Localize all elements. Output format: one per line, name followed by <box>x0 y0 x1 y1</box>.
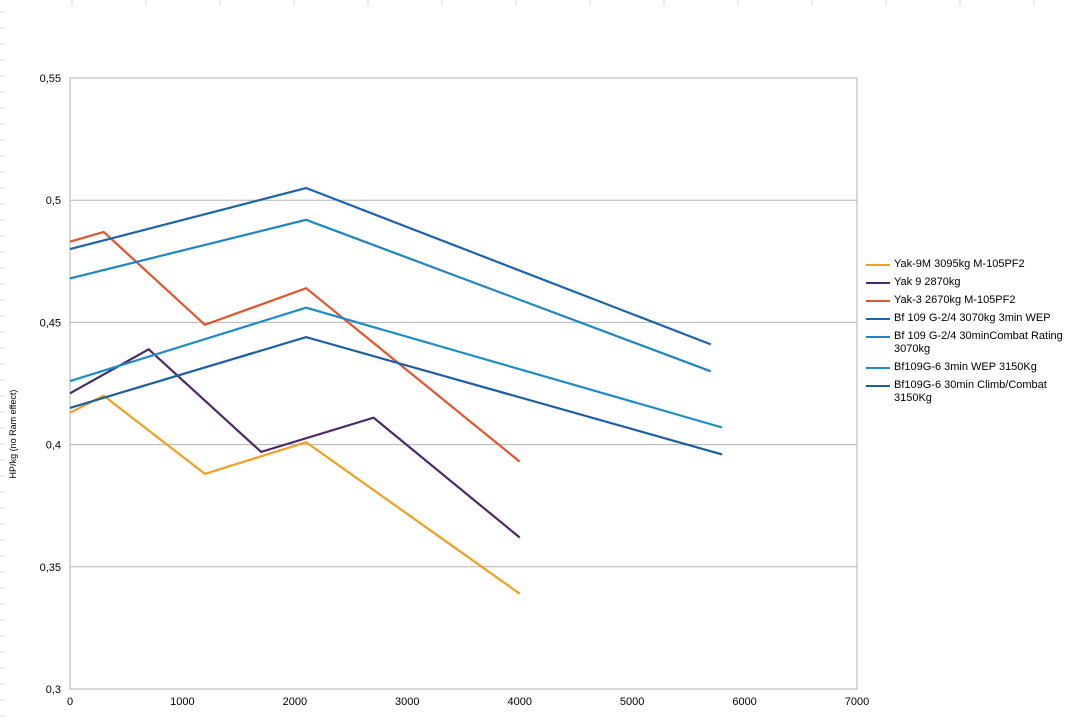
x-axis-tick-labels: 0 1000 2000 3000 4000 5000 6000 7000 <box>67 696 869 708</box>
plot-area-frame <box>69 77 858 690</box>
y-tick-label: 0,35 <box>40 562 61 574</box>
series-line-5 <box>69 218 712 373</box>
legend-item: Bf 109 G-2/4 3070kg 3min WEP <box>866 312 1071 325</box>
series-layer <box>69 186 723 595</box>
x-tick-label: 2000 <box>283 696 307 708</box>
x-tick-label: 1000 <box>170 696 194 708</box>
legend-label: Bf 109 G-2/4 30minCombat Rating 3070kg <box>894 330 1063 355</box>
series-line-4 <box>69 186 712 346</box>
legend-swatch <box>866 300 890 302</box>
legend-swatch <box>866 385 890 387</box>
y-axis-title: HP/kg (no Ram effect) <box>8 390 18 479</box>
series-line-3 <box>69 230 521 463</box>
legend-label: Bf 109 G-2/4 3070kg 3min WEP <box>894 312 1051 324</box>
legend-label: Yak-9M 3095kg M-105PF2 <box>894 258 1025 270</box>
legend-swatch <box>866 282 890 284</box>
legend-swatch <box>866 367 890 369</box>
y-tick-label: 0,3 <box>46 684 61 696</box>
x-tick-label: 5000 <box>620 696 644 708</box>
chart-legend: Yak-9M 3095kg M-105PF2 Yak 9 2870kg Yak-3 … <box>866 258 1071 410</box>
legend-item: Bf109G-6 3min WEP 3150Kg <box>866 361 1071 374</box>
legend-item: Yak 9 2870kg <box>866 276 1071 289</box>
legend-item: Bf109G-6 30min Climb/Combat 3150Kg <box>866 379 1071 405</box>
y-tick-label: 0,4 <box>46 440 61 452</box>
legend-item: Yak-9M 3095kg M-105PF2 <box>866 258 1071 271</box>
series-line-1 <box>69 394 521 595</box>
x-tick-label: 6000 <box>732 696 756 708</box>
series-line-7 <box>69 335 723 456</box>
horizontal-gridlines <box>70 77 857 690</box>
legend-label: Bf109G-6 3min WEP 3150Kg <box>894 361 1037 373</box>
legend-label: Yak 9 2870kg <box>894 276 961 288</box>
x-tick-label: 7000 <box>845 696 869 708</box>
x-tick-label: 3000 <box>395 696 419 708</box>
legend-swatch <box>866 336 890 338</box>
legend-swatch <box>866 318 890 320</box>
series-line-6 <box>69 306 723 429</box>
y-tick-label: 0,5 <box>46 195 61 207</box>
y-tick-label: 0,55 <box>40 73 61 85</box>
legend-item: Bf 109 G-2/4 30minCombat Rating 3070kg <box>866 330 1071 356</box>
legend-swatch <box>866 264 890 266</box>
legend-item: Yak-3 2670kg M-105PF2 <box>866 294 1071 307</box>
legend-label: Yak-3 2670kg M-105PF2 <box>894 294 1016 306</box>
x-tick-label: 4000 <box>507 696 531 708</box>
y-axis-tick-labels: 0,3 0,35 0,4 0,45 0,5 0,55 <box>40 73 61 696</box>
legend-label: Bf109G-6 30min Climb/Combat 3150Kg <box>894 379 1047 404</box>
y-tick-label: 0,45 <box>40 317 61 329</box>
x-tick-label: 0 <box>67 696 73 708</box>
